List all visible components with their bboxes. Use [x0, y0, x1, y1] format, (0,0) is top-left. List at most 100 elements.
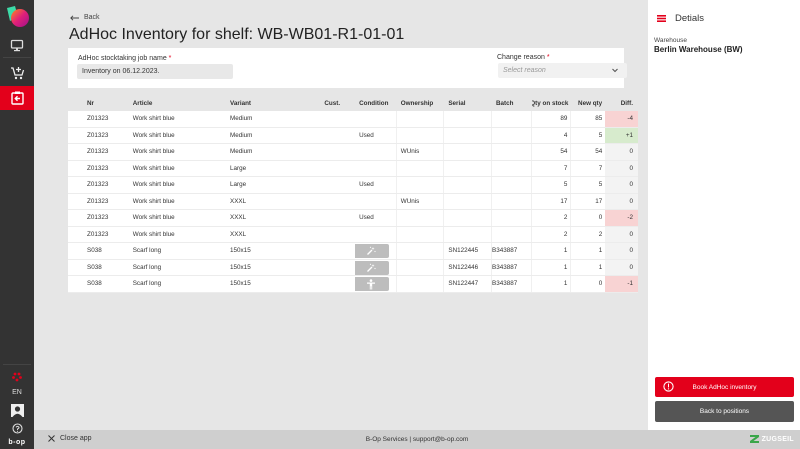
- col-diff[interactable]: Diff.: [620, 100, 633, 107]
- close-app-button[interactable]: Close app: [48, 435, 92, 442]
- zugseil-logo: ZUGSEIL: [749, 435, 794, 443]
- cell-diff: -1: [605, 276, 638, 292]
- table-row[interactable]: Z01323 Work shirt blue Large 7 7 0: [68, 160, 638, 177]
- person-icon: [367, 278, 376, 289]
- cell-variant: XXXL: [230, 197, 247, 205]
- chevron-down-icon: [612, 68, 618, 73]
- nav-item-cart[interactable]: [0, 61, 34, 85]
- table-row[interactable]: Z01323 Work shirt blue Medium Used 4 5 +…: [68, 127, 638, 144]
- cell-diff: 0: [605, 226, 638, 242]
- app-logo-icon[interactable]: [4, 5, 30, 29]
- cell-new-qty[interactable]: 85: [595, 115, 603, 123]
- back-to-positions-button[interactable]: Back to positions: [655, 401, 794, 422]
- table-row[interactable]: Z01323 Work shirt blue XXXL 2 2 0: [68, 226, 638, 243]
- table-row[interactable]: Z01323 Work shirt blue XXXL Used 2 0 -2: [68, 210, 638, 227]
- condition-button[interactable]: [355, 244, 390, 258]
- nav-divider: [3, 57, 31, 58]
- col-variant[interactable]: Variant: [230, 100, 252, 107]
- table-row[interactable]: Z01323 Work shirt blue Large Used 5 5 0: [68, 177, 638, 194]
- col-batch[interactable]: Batch: [495, 100, 514, 107]
- col-nr[interactable]: Nr: [87, 100, 94, 107]
- cell-condition: [355, 193, 397, 209]
- cell-variant: XXXL: [230, 214, 247, 222]
- cell-qty: 2: [532, 210, 572, 226]
- details-panel: Detials Warehouse Berlin Warehouse (BW) …: [648, 0, 800, 430]
- col-article[interactable]: Article: [132, 100, 153, 107]
- cell-ownership: [397, 111, 445, 127]
- cell-new-qty[interactable]: 54: [595, 148, 603, 156]
- cell-new-qty[interactable]: 2: [598, 230, 603, 238]
- cell-nr: Z01323: [87, 197, 109, 205]
- col-cust[interactable]: Cust.: [324, 100, 341, 107]
- monitor-icon: [10, 39, 24, 51]
- cell-batch: [492, 111, 532, 127]
- cart-add-icon: [10, 67, 24, 80]
- cell-condition: [355, 259, 397, 275]
- details-title: Detials: [675, 13, 705, 24]
- nav-item-help[interactable]: [0, 421, 34, 435]
- cell-new-qty[interactable]: 1: [598, 247, 603, 255]
- job-name-input[interactable]: Inventory on 06.12.2023.: [77, 64, 233, 79]
- cell-nr: Z01323: [87, 164, 109, 172]
- inventory-table: Nr Article Variant Cust. Condition Owner…: [68, 96, 638, 293]
- cell-qty: 1: [532, 276, 572, 292]
- nav-item-user[interactable]: [0, 402, 34, 418]
- brand-logo: b-op: [0, 436, 34, 448]
- cell-qty: 2: [532, 226, 572, 242]
- cell-qty: 54: [532, 144, 572, 160]
- book-adhoc-inventory-button[interactable]: Book AdHoc inventory: [655, 377, 794, 397]
- cell-condition: [355, 160, 397, 176]
- condition-button[interactable]: [355, 260, 390, 275]
- cell-article: Work shirt blue: [132, 164, 175, 172]
- nav-item-network[interactable]: [0, 370, 34, 384]
- table-row[interactable]: Z01323 Work shirt blue Medium 89 85 -4: [68, 111, 638, 128]
- cell-diff: 0: [605, 177, 638, 193]
- reason-placeholder: Select reason: [503, 67, 546, 74]
- cell-batch: B343887: [492, 259, 532, 275]
- cell-new-qty[interactable]: 1: [598, 263, 603, 271]
- language-switch[interactable]: EN: [12, 389, 22, 396]
- nav-item-monitor[interactable]: [0, 33, 34, 57]
- cell-condition: Used: [355, 127, 397, 143]
- cell-new-qty[interactable]: 5: [598, 131, 603, 139]
- cell-diff: +1: [605, 127, 638, 143]
- change-reason-select[interactable]: Select reason: [498, 63, 627, 78]
- main-content: Back AdHoc Inventory for shelf: WB-WB01-…: [34, 0, 648, 430]
- details-header: Detials: [657, 13, 704, 24]
- table-row[interactable]: S038 Scarf long 150x15 SN122447 B343887 …: [68, 276, 638, 293]
- col-new-qty[interactable]: New qty: [578, 100, 603, 107]
- table-row[interactable]: Z01323 Work shirt blue XXXL WUnis 17 17 …: [68, 193, 638, 210]
- cell-new-qty[interactable]: 0: [598, 280, 603, 288]
- col-condition[interactable]: Condition: [359, 100, 389, 107]
- condition-button[interactable]: [355, 277, 390, 291]
- table-row[interactable]: S038 Scarf long 150x15 SN122445 B343887 …: [68, 243, 638, 260]
- back-link[interactable]: Back: [70, 14, 100, 21]
- form-card: AdHoc stocktaking job name * Inventory o…: [68, 48, 627, 88]
- table-row[interactable]: Z01323 Work shirt blue Medium WUnis 54 5…: [68, 144, 638, 161]
- table-row[interactable]: S038 Scarf long 150x15 SN122446 B343887 …: [68, 259, 638, 276]
- cell-condition: [355, 276, 397, 292]
- cell-qty: 89: [532, 111, 572, 127]
- cell-cust: [312, 227, 355, 243]
- cell-diff: 0: [605, 193, 638, 209]
- magic-wand-icon: [367, 246, 376, 255]
- cell-condition: [355, 243, 397, 259]
- cell-article: Scarf long: [132, 263, 162, 271]
- col-ownership[interactable]: Ownership: [400, 100, 434, 107]
- cell-new-qty[interactable]: 17: [595, 197, 603, 205]
- cell-ownership: [397, 210, 445, 226]
- cell-new-qty[interactable]: 0: [598, 214, 603, 222]
- nav-item-inventory[interactable]: [0, 86, 34, 110]
- cell-serial: [444, 160, 493, 176]
- cell-nr: Z01323: [87, 181, 109, 189]
- col-qty[interactable]: Qty on stock: [531, 100, 569, 107]
- cell-serial: [444, 111, 493, 127]
- cell-serial: [444, 193, 493, 209]
- cell-new-qty[interactable]: 7: [598, 164, 603, 172]
- cell-variant: XXXL: [230, 230, 247, 238]
- close-app-label: Close app: [60, 435, 92, 442]
- cell-new-qty[interactable]: 5: [598, 181, 603, 189]
- col-serial[interactable]: Serial: [448, 100, 466, 107]
- user-avatar-icon: [10, 403, 24, 417]
- menu-icon: [657, 15, 666, 22]
